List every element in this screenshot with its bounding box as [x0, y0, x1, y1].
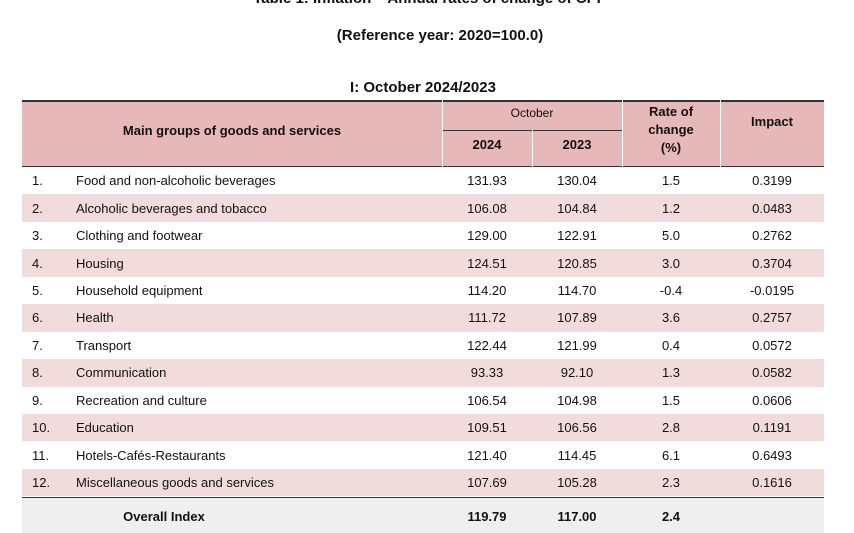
- row-band: [22, 414, 824, 442]
- cell: 0.0483: [752, 200, 792, 216]
- cell: 130.04: [557, 173, 597, 189]
- group-name: Education: [76, 420, 134, 436]
- col-header: Main groups of goods and services: [122, 122, 342, 138]
- cell: 122.91: [557, 228, 597, 244]
- group-name: Health: [76, 310, 114, 326]
- cell: 106.54: [467, 392, 507, 408]
- cell: 121.40: [467, 447, 507, 463]
- cell: 129.00: [467, 228, 507, 244]
- col-sep: [720, 100, 721, 167]
- group-name: Communication: [76, 365, 167, 381]
- row-number: 5.: [32, 283, 43, 299]
- row-band: [22, 359, 824, 387]
- cell: 1.2: [661, 200, 681, 216]
- group-name: Recreation and culture: [76, 392, 207, 408]
- header-band: [22, 100, 824, 167]
- cell: 114.20: [467, 283, 507, 299]
- cell: 5.0: [661, 228, 681, 244]
- col-header: 2024: [472, 136, 502, 152]
- group-name: Clothing and footwear: [76, 228, 203, 244]
- row-number: 9.: [32, 392, 43, 408]
- total-cell: 117.00: [557, 509, 597, 524]
- cell: 124.51: [467, 255, 507, 271]
- total-cell: 2.4: [661, 509, 681, 524]
- col-header: October: [510, 106, 554, 120]
- row-number: 6.: [32, 310, 43, 326]
- cell: 92.10: [560, 365, 594, 381]
- cell: 3.6: [661, 310, 681, 326]
- cell: 0.1616: [752, 475, 792, 491]
- cell: 1.5: [661, 173, 681, 189]
- cell: 107.69: [467, 475, 507, 491]
- cell: 111.72: [468, 310, 506, 326]
- cell: -0.0195: [749, 283, 795, 299]
- total-cell: Overall Index: [123, 509, 205, 524]
- cell: 121.99: [557, 337, 597, 353]
- cell: 105.28: [557, 475, 597, 491]
- row-number: 3.: [32, 228, 43, 244]
- cell: 3.0: [661, 255, 681, 271]
- col-sep: [532, 130, 533, 167]
- cell: 1.3: [661, 365, 681, 381]
- reference: (Reference year: 2020=100.0): [336, 26, 544, 44]
- cell: 2.8: [661, 420, 681, 436]
- row-number: 8.: [32, 365, 43, 381]
- group-name: Hotels-Cafés-Restaurants: [76, 447, 226, 463]
- row-band: [22, 468, 824, 497]
- group-name: Household equipment: [76, 283, 203, 299]
- group-name: Alcoholic beverages and tobacco: [76, 200, 267, 216]
- col-sep: [622, 100, 623, 167]
- col-header: Rate of change (%): [648, 104, 694, 155]
- cell: 0.0582: [752, 365, 792, 381]
- row-number: 11.: [32, 447, 50, 463]
- cell: 0.6493: [752, 447, 792, 463]
- title: Table 1: Inflation – Annual rates of cha…: [0, 0, 854, 8]
- section-title: I: October 2024/2023: [350, 78, 496, 96]
- cell: 106.56: [557, 420, 597, 436]
- cell: 106.08: [467, 200, 507, 216]
- row-band: [22, 249, 824, 277]
- cell: 0.2762: [752, 228, 792, 244]
- cell: 1.5: [661, 392, 681, 408]
- group-name: Food and non-alcoholic beverages: [76, 173, 276, 189]
- row-number: 7.: [32, 337, 43, 353]
- row-number: 4.: [32, 255, 43, 271]
- col-header: 2023: [562, 136, 592, 152]
- group-name: Transport: [76, 337, 132, 353]
- col-sep: [442, 100, 443, 167]
- cell: 2.3: [661, 475, 681, 491]
- cell: 120.85: [557, 255, 597, 271]
- cell: 131.93: [467, 173, 507, 189]
- cell: 109.51: [467, 420, 507, 436]
- row-number: 10.: [32, 420, 51, 436]
- cell: 0.2757: [752, 310, 792, 326]
- group-name: Housing: [76, 255, 124, 271]
- cell: 114.45: [557, 447, 597, 463]
- total-cell: 119.79: [467, 509, 507, 524]
- cell: 122.44: [467, 337, 507, 353]
- cell: 0.4: [661, 337, 681, 353]
- cell: 93.33: [470, 365, 504, 381]
- total-band: [22, 497, 824, 533]
- cell: -0.4: [659, 283, 683, 299]
- cell: 107.89: [557, 310, 597, 326]
- row-band: [22, 304, 824, 332]
- cell: 6.1: [661, 447, 681, 463]
- row-band: [22, 194, 824, 222]
- group-name: Miscellaneous goods and services: [76, 475, 274, 491]
- cell: 0.3199: [752, 173, 792, 189]
- cell: 0.1191: [752, 420, 792, 436]
- cell: 0.0572: [752, 337, 792, 353]
- row-number: 1.: [32, 173, 43, 189]
- row-number: 12.: [32, 475, 51, 491]
- row-number: 2.: [32, 200, 43, 216]
- cell: 104.84: [557, 200, 597, 216]
- cell: 0.0606: [752, 392, 792, 408]
- cell: 0.3704: [752, 255, 792, 271]
- cell: 114.70: [557, 283, 597, 299]
- cell: 104.98: [557, 392, 597, 408]
- col-header: Impact: [751, 113, 793, 129]
